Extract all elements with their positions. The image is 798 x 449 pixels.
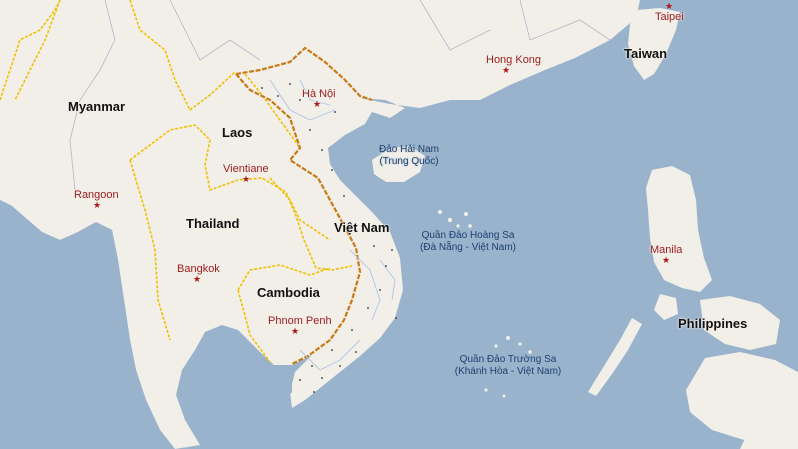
island-label-paracel-admin: (Đà Nẵng - Việt Nam) — [420, 241, 516, 253]
island-label-paracel: Quần Đảo Hoàng Sa (Đà Nẵng - Việt Nam) — [414, 230, 522, 253]
city-label-rangoon: Rangoon — [74, 189, 119, 201]
land-misc-islands — [740, 380, 798, 449]
star-icon: ★ — [291, 327, 300, 337]
star-icon: ★ — [93, 201, 102, 211]
star-icon: ★ — [665, 2, 674, 12]
country-label-vietnam: Việt Nam — [334, 220, 390, 235]
star-icon: ★ — [313, 100, 322, 110]
star-icon: ★ — [502, 66, 511, 76]
land-taiwan — [628, 8, 680, 80]
star-icon: ★ — [242, 175, 251, 185]
vietnam-place-dots — [261, 83, 397, 393]
international-borders — [0, 0, 353, 363]
reef-dots — [438, 210, 532, 398]
land-mainland — [0, 0, 640, 449]
water-gulf-tonkin — [336, 112, 402, 158]
island-label-spratly-name: Quần Đảo Trường Sa — [459, 354, 557, 365]
country-label-myanmar: Myanmar — [68, 99, 126, 114]
country-label-cambodia: Cambodia — [257, 285, 320, 300]
land-hainan — [372, 146, 425, 182]
country-label-taiwan: Taiwan — [624, 46, 668, 61]
city-label-manila: Manila — [650, 244, 683, 256]
city-label-taipei: Taipei — [655, 11, 684, 23]
land-palawan — [588, 318, 642, 396]
vietnam-border — [235, 46, 373, 365]
land-mindoro — [654, 294, 678, 320]
land-visayas — [700, 296, 780, 350]
city-label-vientiane: Vientiane — [223, 163, 269, 175]
island-label-hainan-country: (Trung Quốc) — [379, 155, 439, 167]
island-label-hainan-name: Đảo Hải Nam — [378, 144, 440, 155]
vietnam-rivers — [269, 79, 396, 371]
city-label-hanoi: Hà Nội — [302, 88, 336, 100]
island-label-spratly: Quần Đảo Trường Sa (Khánh Hòa - Việt Nam… — [450, 354, 566, 377]
island-label-hainan: Đảo Hải Nam (Trung Quốc) — [374, 144, 444, 167]
star-icon: ★ — [193, 275, 202, 285]
water-gulf-thailand — [208, 330, 292, 418]
city-label-phnom-penh: Phnom Penh — [268, 315, 332, 327]
island-label-paracel-name: Quần Đảo Hoàng Sa — [421, 230, 515, 241]
star-icon: ★ — [662, 256, 671, 266]
island-label-spratly-admin: (Khánh Hòa - Việt Nam) — [454, 365, 562, 377]
country-label-thailand: Thailand — [186, 216, 240, 231]
country-label-laos: Laos — [222, 125, 253, 140]
city-label-bangkok: Bangkok — [177, 263, 220, 275]
water-andaman — [0, 200, 175, 449]
province-lines — [69, 0, 611, 191]
city-label-hong-kong: Hong Kong — [486, 54, 542, 66]
country-label-philippines: Philippines — [678, 316, 748, 331]
land-luzon — [646, 166, 712, 292]
